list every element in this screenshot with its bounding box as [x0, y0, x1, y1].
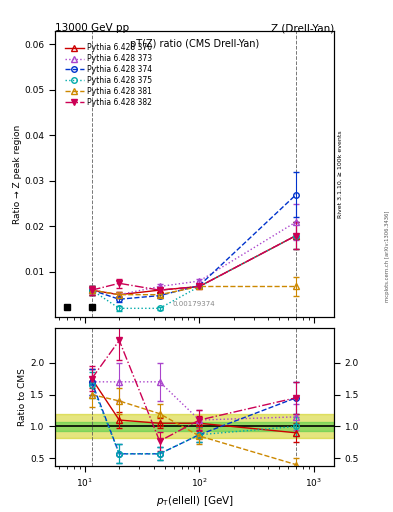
Pythia 6.428 381	[197, 284, 202, 290]
Pythia 6.428 373	[294, 219, 299, 225]
Y-axis label: Rivet 3.1.10, ≥ 100k events: Rivet 3.1.10, ≥ 100k events	[338, 130, 343, 218]
Pythia 6.428 381	[117, 292, 121, 298]
Pythia 6.428 375	[89, 287, 94, 293]
Text: Z (Drell-Yan): Z (Drell-Yan)	[271, 23, 334, 33]
Pythia 6.428 370	[294, 232, 299, 239]
Pythia 6.428 374	[197, 283, 202, 289]
Text: 0.00179374: 0.00179374	[172, 301, 215, 307]
Pythia 6.428 374	[294, 191, 299, 198]
Pythia 6.428 373	[157, 284, 162, 290]
Pythia 6.428 373	[89, 287, 94, 293]
Pythia 6.428 375	[117, 305, 121, 311]
Line: Pythia 6.428 370: Pythia 6.428 370	[89, 233, 299, 297]
Pythia 6.428 375	[294, 232, 299, 239]
Pythia 6.428 370	[157, 287, 162, 293]
X-axis label: $p_\mathrm{T}$(ellell) [GeV]: $p_\mathrm{T}$(ellell) [GeV]	[156, 494, 233, 508]
Line: Pythia 6.428 375: Pythia 6.428 375	[89, 233, 299, 311]
Pythia 6.428 375	[157, 305, 162, 311]
Pythia 6.428 370	[89, 287, 94, 293]
Pythia 6.428 382	[197, 284, 202, 290]
Text: 13000 GeV pp: 13000 GeV pp	[55, 23, 129, 33]
Y-axis label: Ratio to CMS: Ratio to CMS	[18, 368, 28, 426]
Line: Pythia 6.428 381: Pythia 6.428 381	[89, 284, 299, 297]
Line: Pythia 6.428 374: Pythia 6.428 374	[89, 192, 299, 302]
Pythia 6.428 374	[157, 292, 162, 298]
Pythia 6.428 382	[157, 287, 162, 293]
Pythia 6.428 373	[197, 278, 202, 284]
Text: pT(Z) ratio (CMS Drell-Yan): pT(Z) ratio (CMS Drell-Yan)	[130, 39, 259, 49]
Bar	[55, 422, 334, 431]
Pythia 6.428 381	[89, 287, 94, 293]
Line: Pythia 6.428 373: Pythia 6.428 373	[89, 219, 299, 297]
Pythia 6.428 373	[117, 292, 121, 298]
Text: mcplots.cern.ch [arXiv:1306.3436]: mcplots.cern.ch [arXiv:1306.3436]	[385, 210, 389, 302]
Pythia 6.428 375	[197, 284, 202, 290]
Pythia 6.428 381	[294, 284, 299, 290]
Pythia 6.428 374	[89, 287, 94, 293]
Pythia 6.428 382	[117, 280, 121, 286]
Pythia 6.428 370	[197, 284, 202, 290]
Pythia 6.428 382	[294, 232, 299, 239]
Pythia 6.428 381	[157, 292, 162, 298]
Pythia 6.428 370	[117, 292, 121, 298]
Y-axis label: Ratio → Z peak region: Ratio → Z peak region	[13, 124, 22, 224]
Line: Pythia 6.428 382: Pythia 6.428 382	[89, 233, 299, 293]
Pythia 6.428 374	[117, 296, 121, 302]
Pythia 6.428 382	[89, 287, 94, 293]
Bar	[55, 414, 334, 438]
Legend: Pythia 6.428 370, Pythia 6.428 373, Pythia 6.428 374, Pythia 6.428 375, Pythia 6: Pythia 6.428 370, Pythia 6.428 373, Pyth…	[62, 40, 155, 110]
